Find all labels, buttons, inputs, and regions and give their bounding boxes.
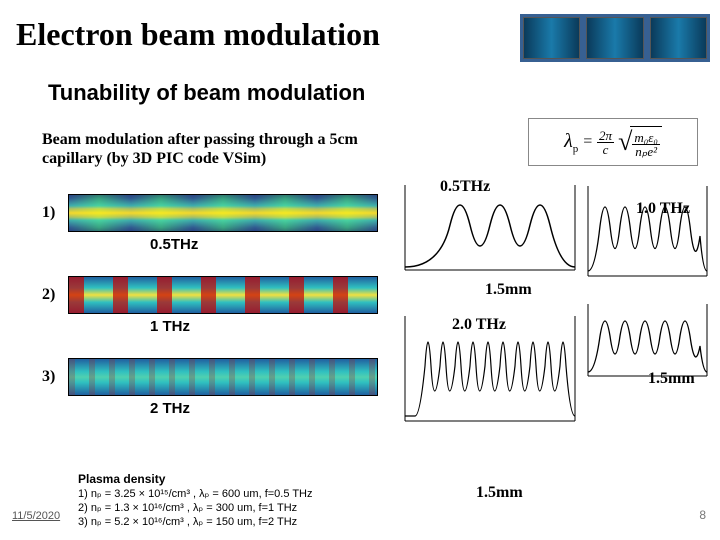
density-line-2: 2) nₚ = 1.3 × 10¹⁶/cm³ , λₚ = 300 um, f=… [78,501,368,514]
plot-row-1: 1) [42,194,378,232]
wave-plot-2 [585,176,710,286]
footer-page: 8 [699,508,706,522]
plot-row-3: 3) [42,358,378,396]
thumb [586,17,643,59]
formula-frac1: 2π c [597,129,614,156]
plot-caption-1: 0.5THz [150,236,198,253]
formula-sqrt: m₀ε₀ nₚe² [618,126,662,158]
plot-label-2: 2) [42,286,68,304]
title-bar: Electron beam modulation [10,14,710,62]
title-thumbnails [520,14,710,62]
density-header: Plasma density [78,472,368,486]
wave-label-mid-left: 1.5mm [485,281,532,299]
formula-eq: = [582,133,593,151]
formula-frac2: m₀ε₀ nₚe² [632,131,660,158]
wave-label-bot-right: 1.5mm [648,370,695,388]
wave-label-mid-center: 2.0 THz [452,316,506,334]
wave-label-top-right: 1.0 THz [636,200,690,218]
plot-caption-3: 2 THz [150,400,190,417]
subtitle: Tunability of beam modulation [36,76,377,110]
description: Beam modulation after passing through a … [42,130,382,168]
wave-label-top-left: 0.5THz [440,178,490,196]
formula: λp = 2π c m₀ε₀ nₚe² [564,126,662,158]
density-line-3: 3) nₚ = 5.2 × 10¹⁶/cm³ , λₚ = 150 um, f=… [78,515,368,528]
thumb [650,17,707,59]
formula-lhs: λp [564,130,578,155]
plot-image-1 [68,194,378,232]
page-title: Electron beam modulation [10,14,386,55]
plot-row-2: 2) [42,276,378,314]
plot-label-1: 1) [42,204,68,222]
plot-image-3 [68,358,378,396]
plot-label-3: 3) [42,368,68,386]
thumb [523,17,580,59]
formula-box: λp = 2π c m₀ε₀ nₚe² [528,118,698,166]
density-line-1: 1) nₚ = 3.25 × 10¹⁵/cm³ , λₚ = 600 um, f… [78,487,368,500]
footer-date: 11/5/2020 [12,510,60,522]
wave-label-bot-center: 1.5mm [476,484,523,502]
density-box: Plasma density 1) nₚ = 3.25 × 10¹⁵/cm³ ,… [78,472,368,528]
plot-caption-2: 1 THz [150,318,190,335]
plot-image-2 [68,276,378,314]
